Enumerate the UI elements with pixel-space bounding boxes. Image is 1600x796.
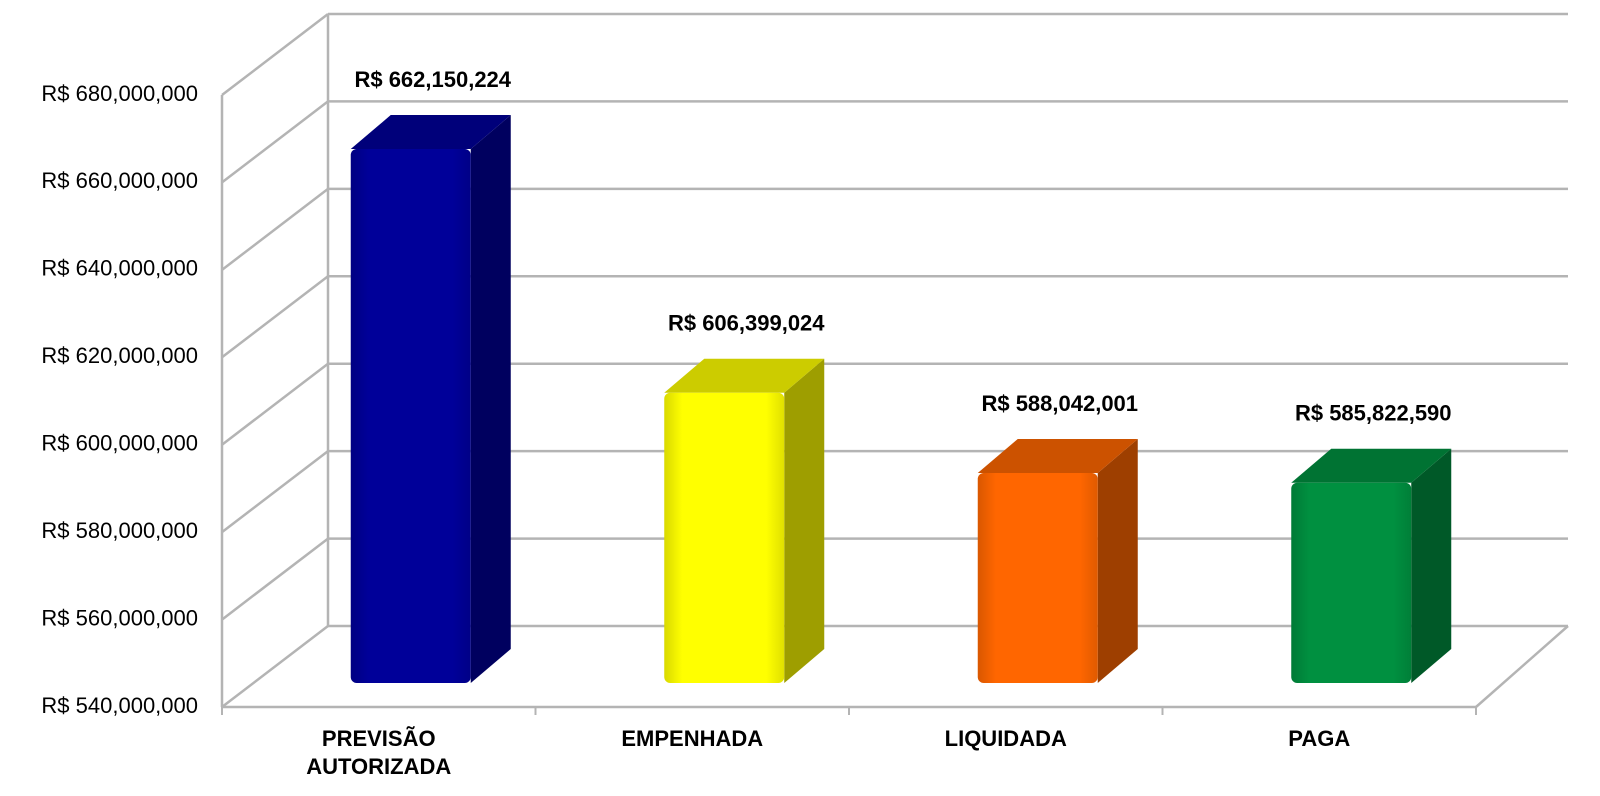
y-tick-label: R$ 620,000,000 [41,343,198,368]
grid-line [221,187,329,271]
bar [977,472,1098,683]
value-label: R$ 585,822,590 [1295,401,1452,426]
grid-line [221,450,329,534]
x-tick-label: LIQUIDADA [945,726,1067,751]
bar [1291,482,1412,683]
bar [664,392,785,683]
y-tick-label: R$ 680,000,000 [41,81,198,106]
grid-line [221,13,329,96]
y-tick-label: R$ 540,000,000 [41,693,198,718]
y-tick-label: R$ 600,000,000 [41,431,198,456]
y-tick-label: R$ 560,000,000 [41,605,198,630]
grid-line [221,100,329,184]
bar-top [1291,448,1452,483]
grid-line [221,362,329,446]
x-tick-label: PAGA [1288,726,1350,751]
bar-side [470,115,511,683]
bar-top [977,438,1138,473]
grid-line [221,625,329,708]
grid-line [221,537,329,621]
y-tick-label: R$ 580,000,000 [41,518,198,543]
bar-top [664,358,825,393]
value-label: R$ 662,150,224 [354,67,511,92]
floor-edge [1475,625,1569,708]
y-tick-label: R$ 660,000,000 [41,168,198,193]
bar-side [1097,438,1138,683]
bar-top [350,115,511,150]
bar-side [784,358,825,683]
grid-line [221,275,329,359]
x-tick-label: EMPENHADA [621,726,763,751]
x-tick-label: PREVISÃO AUTORIZADA [306,726,451,779]
value-label: R$ 588,042,001 [981,391,1138,416]
bar [350,149,471,683]
bar-side [1411,448,1452,683]
value-label: R$ 606,399,024 [668,311,825,336]
y-tick-label: R$ 640,000,000 [41,256,198,281]
